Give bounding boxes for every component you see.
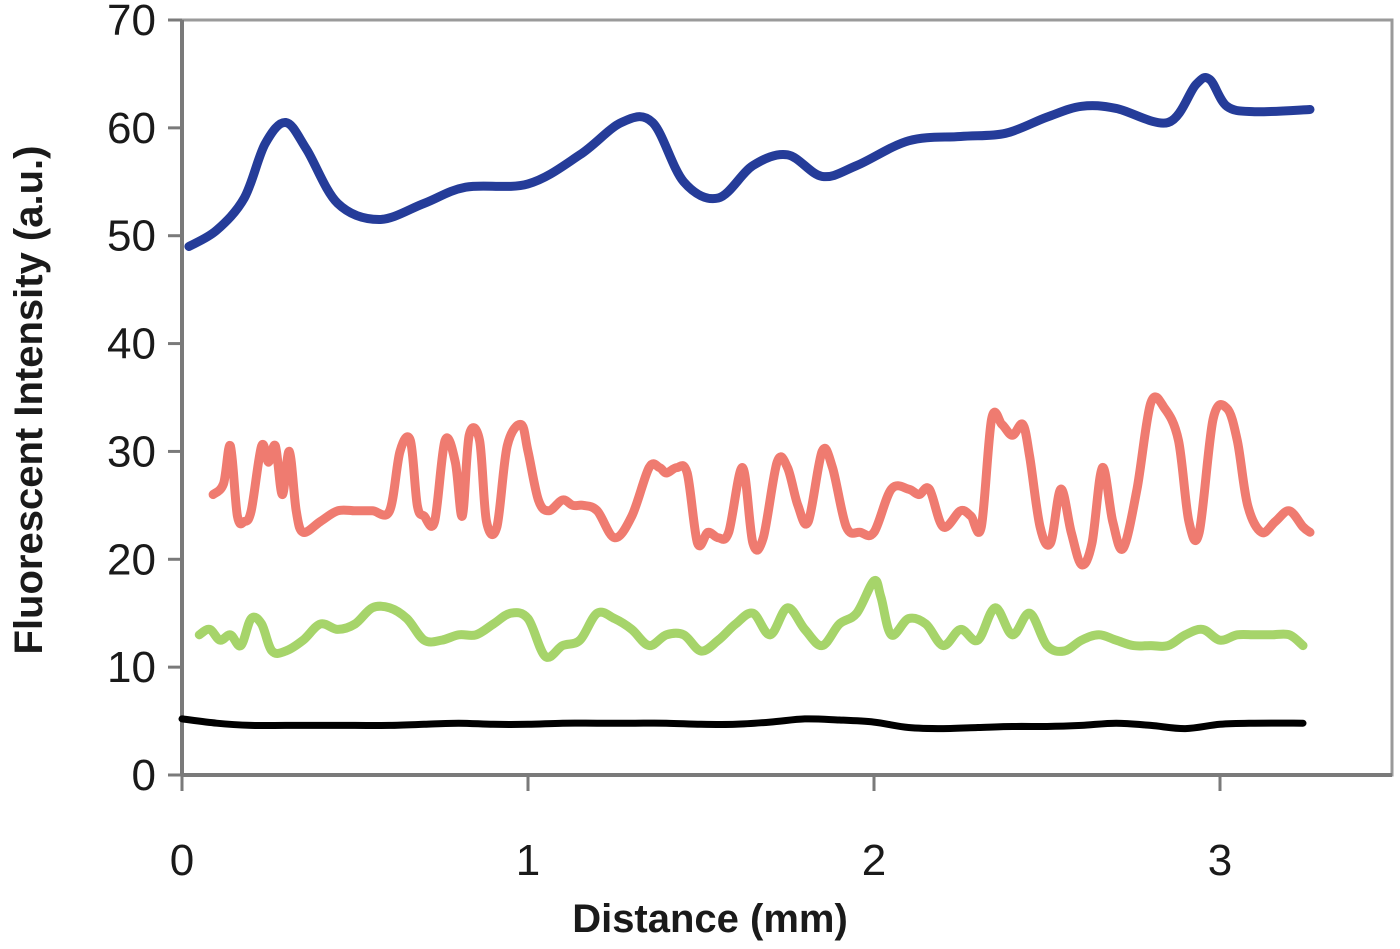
y-axis-label: Fluorescent Intensity (a.u.) bbox=[7, 146, 51, 655]
series-line-0 bbox=[184, 73, 1315, 251]
x-tick-label: 1 bbox=[516, 836, 540, 885]
x-tick-label: 3 bbox=[1208, 836, 1232, 885]
x-tick-label: 0 bbox=[170, 836, 194, 885]
series-line-1 bbox=[208, 392, 1315, 570]
y-tick-label: 30 bbox=[107, 427, 156, 476]
series-line-3 bbox=[178, 715, 1307, 733]
x-tick-label: 2 bbox=[862, 836, 886, 885]
plot-frame bbox=[180, 18, 1394, 777]
y-tick-label: 40 bbox=[107, 320, 156, 369]
y-tick-label: 60 bbox=[107, 104, 156, 153]
series-lines bbox=[178, 73, 1315, 733]
x-axis-label: Distance (mm) bbox=[572, 897, 848, 941]
y-tick-label: 50 bbox=[107, 212, 156, 261]
y-tick-label: 0 bbox=[132, 751, 156, 800]
y-ticks: 0 10 20 30 40 50 60 70 bbox=[107, 0, 182, 800]
y-tick-label: 20 bbox=[107, 535, 156, 584]
y-tick-label: 10 bbox=[107, 643, 156, 692]
series-line-2 bbox=[194, 575, 1308, 662]
y-tick-label: 70 bbox=[107, 0, 156, 45]
x-ticks: 0 1 2 3 bbox=[170, 775, 1232, 885]
